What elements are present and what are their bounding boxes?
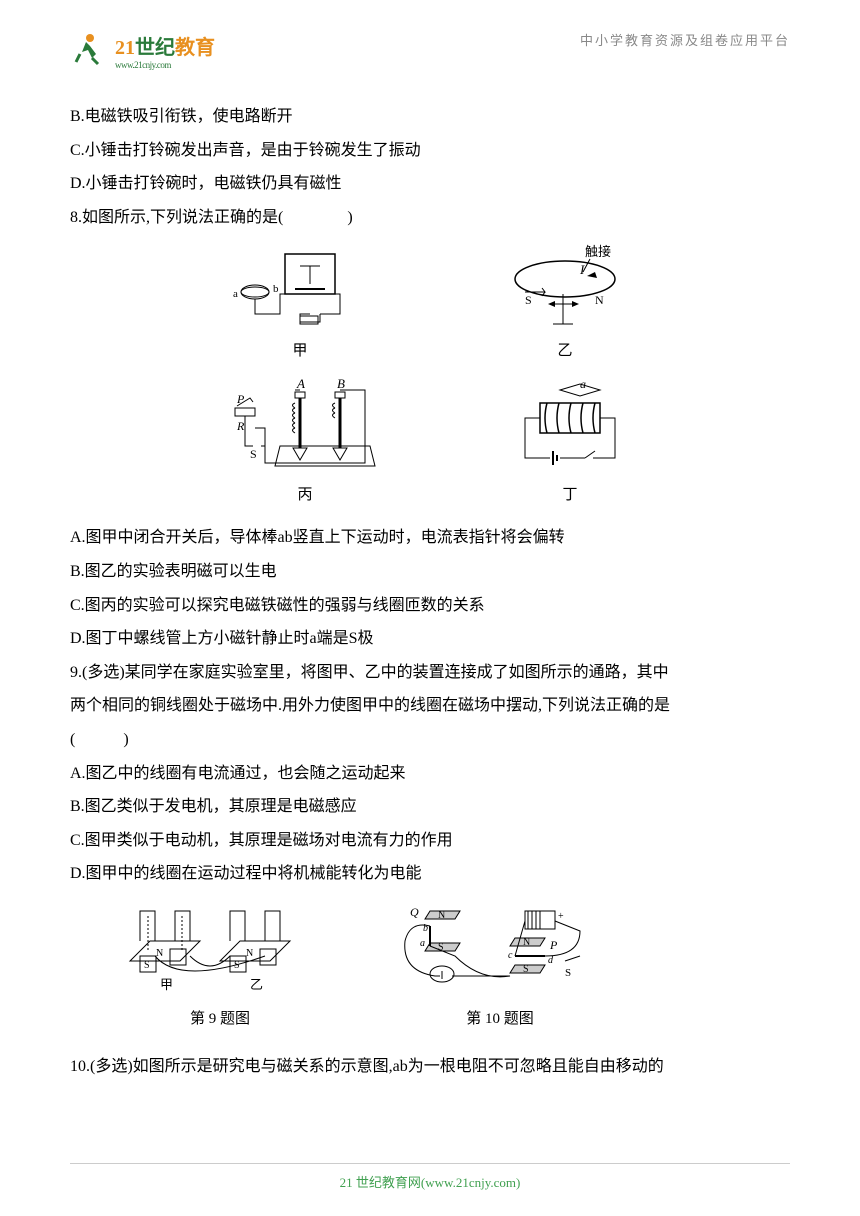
logo-text: 21世纪教育 www.21cnjy.com	[115, 31, 215, 70]
figure-bing: A B P R S 丙	[225, 378, 385, 512]
page-header: 21世纪教育 www.21cnjy.com 中小学教育资源及组卷应用平台	[70, 30, 790, 70]
svg-text:S: S	[144, 960, 150, 971]
page-footer: 21 世纪教育网(www.21cnjy.com)	[0, 1163, 860, 1191]
svg-text:R: R	[236, 419, 245, 433]
svg-text:N: N	[595, 293, 604, 307]
q8-opt-b: B.图乙的实验表明磁可以生电	[70, 555, 790, 589]
q9-line2: 两个相同的铜线圈处于磁场中.用外力使图甲中的线圈在磁场中摆动,下列说法正确的是	[70, 689, 790, 723]
logo-edu: 教育	[175, 37, 215, 59]
logo-main-text: 21世纪教育	[115, 31, 215, 60]
label-bing: 丙	[297, 480, 312, 512]
logo-url: www.21cnjy.com	[115, 60, 215, 70]
svg-text:触接: 触接	[585, 244, 611, 259]
figure-ding-svg: a	[505, 378, 635, 478]
q7-opt-b: B.电磁铁吸引衔铁，使电路断开	[70, 100, 790, 134]
q8-figure-row-1: a b 甲 触接 I S N 乙	[70, 244, 790, 368]
svg-text:N: N	[438, 910, 445, 921]
label-ding: 丁	[562, 480, 577, 512]
svg-text:乙: 乙	[250, 977, 263, 992]
svg-text:a: a	[233, 288, 238, 300]
svg-text:P: P	[236, 392, 245, 406]
logo-century: 世纪	[135, 37, 175, 59]
figure-yi-svg: 触接 I S N	[495, 244, 635, 334]
svg-text:S: S	[250, 447, 257, 461]
logo-21: 21	[115, 37, 135, 59]
figure-ding: a 丁	[505, 378, 635, 512]
svg-text:A: A	[296, 378, 305, 391]
figure-jia-svg: a b	[225, 244, 375, 334]
svg-text:P: P	[549, 938, 558, 952]
q8-opt-a: A.图甲中闭合开关后，导体棒ab竖直上下运动时，电流表指针将会偏转	[70, 521, 790, 555]
q9-line1: 9.(多选)某同学在家庭实验室里，将图甲、乙中的装置连接成了如图所示的通路，其中	[70, 656, 790, 690]
svg-text:b: b	[273, 283, 279, 295]
q8-figure-row-2: A B P R S 丙 a	[70, 378, 790, 512]
q9-q10-figure-row: S N 甲 S N 乙 第 9 题图 Q N S	[120, 901, 790, 1036]
logo-runner-icon	[70, 30, 110, 70]
header-subtitle: 中小学教育资源及组卷应用平台	[580, 30, 790, 49]
content-body: B.电磁铁吸引衔铁，使电路断开 C.小锤击打铃碗发出声音，是由于铃碗发生了振动 …	[70, 100, 790, 1084]
svg-text:S: S	[525, 293, 532, 307]
svg-text:B: B	[337, 378, 345, 391]
svg-text:N: N	[246, 948, 253, 959]
figure-jia: a b 甲	[225, 244, 375, 368]
q9-line3: ( )	[70, 723, 790, 757]
footer-text: 21 世纪教育网(www.21cnjy.com)	[340, 1175, 521, 1190]
label-jia: 甲	[292, 336, 307, 368]
svg-text:a: a	[420, 938, 425, 949]
q8-stem: 8.如图所示,下列说法正确的是( )	[70, 201, 790, 235]
q7-opt-c: C.小锤击打铃碗发出声音，是由于铃碗发生了振动	[70, 134, 790, 168]
footer-divider	[70, 1163, 790, 1164]
q8-opt-c: C.图丙的实验可以探究电磁铁磁性的强弱与线圈匝数的关系	[70, 589, 790, 623]
q9-opt-d: D.图甲中的线圈在运动过程中将机械能转化为电能	[70, 857, 790, 891]
label-q9: 第 9 题图	[190, 1004, 250, 1036]
svg-text:c: c	[508, 950, 513, 961]
svg-text:N: N	[523, 937, 530, 948]
figure-q9: S N 甲 S N 乙 第 9 题图	[120, 901, 320, 1036]
svg-text:Q: Q	[410, 905, 419, 919]
q9-opt-b: B.图乙类似于发电机，其原理是电磁感应	[70, 790, 790, 824]
svg-text:+: +	[558, 911, 564, 922]
q7-opt-d: D.小锤击打铃碗时，电磁铁仍具有磁性	[70, 167, 790, 201]
svg-text:d: d	[548, 955, 554, 966]
svg-text:甲: 甲	[160, 977, 173, 992]
logo-area: 21世纪教育 www.21cnjy.com	[70, 30, 215, 70]
q8-opt-d: D.图丁中螺线管上方小磁针静止时a端是S极	[70, 622, 790, 656]
figure-q10-svg: Q N S b a + N S P c d	[380, 901, 620, 1001]
svg-text:S: S	[565, 967, 571, 979]
figure-q10: Q N S b a + N S P c d	[380, 901, 620, 1036]
q9-opt-c: C.图甲类似于电动机，其原理是磁场对电流有力的作用	[70, 824, 790, 858]
label-q10: 第 10 题图	[466, 1004, 534, 1036]
svg-text:N: N	[156, 948, 163, 959]
svg-text:S: S	[523, 964, 529, 975]
label-yi: 乙	[557, 336, 572, 368]
q10-stem: 10.(多选)如图所示是研究电与磁关系的示意图,ab为一根电阻不可忽略且能自由移…	[70, 1050, 790, 1084]
svg-text:I: I	[579, 262, 585, 277]
figure-bing-svg: A B P R S	[225, 378, 385, 478]
figure-yi: 触接 I S N 乙	[495, 244, 635, 368]
q9-opt-a: A.图乙中的线圈有电流通过，也会随之运动起来	[70, 757, 790, 791]
figure-q9-svg: S N 甲 S N 乙	[120, 901, 320, 1001]
